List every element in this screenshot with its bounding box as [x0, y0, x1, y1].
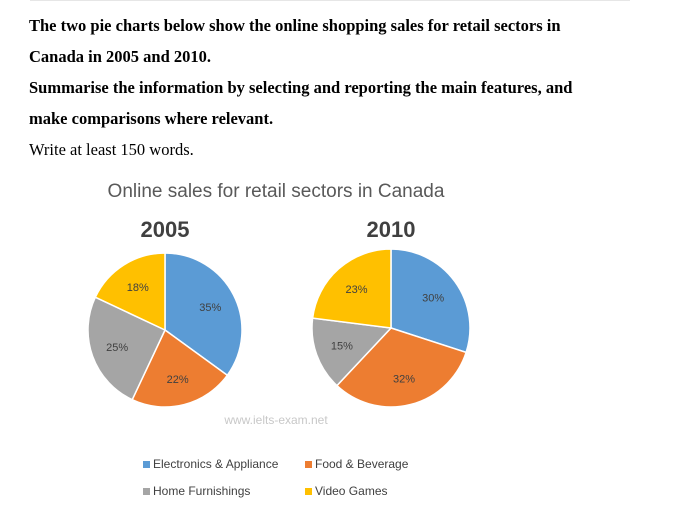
pie-data-label-2010-video-games: 23% — [345, 284, 367, 296]
legend-item-home-furnishings: Home Furnishings — [143, 484, 250, 498]
pie-data-label-2010-electronics-appliance: 30% — [422, 292, 444, 304]
task-line-5: Write at least 150 words. — [29, 140, 194, 159]
pie-2010: 2010 30% 32% 15% 23% — [311, 217, 471, 408]
chart-title: Online sales for retail sectors in Canad… — [108, 181, 445, 202]
legend-swatch-video-games — [305, 488, 312, 495]
legend-item-video-games: Video Games — [305, 484, 388, 498]
pie-slice-2005-video-games — [94, 252, 166, 332]
pie-data-label-2005-food-beverage: 22% — [167, 374, 189, 386]
pie-slice-2010-electronics-appliance — [390, 248, 471, 354]
pie-data-label-2005-video-games: 18% — [127, 282, 149, 294]
task-line-3: Summarise the information by selecting a… — [29, 78, 573, 97]
watermark: www.ielts-exam.net — [223, 413, 328, 427]
legend-label-home-furnishings: Home Furnishings — [153, 484, 250, 498]
pie-data-label-2010-food-beverage: 32% — [393, 374, 415, 386]
pie-slice-2005-home-furnishings — [87, 296, 166, 401]
legend-swatch-home-furnishings — [143, 488, 150, 495]
pie-slice-2010-video-games — [311, 248, 392, 329]
pie-data-label-2005-electronics-appliance: 35% — [199, 302, 221, 314]
legend-swatch-food-beverage — [305, 461, 312, 468]
pie-slice-2005-electronics-appliance — [164, 252, 243, 377]
legend-item-food-beverage: Food & Beverage — [305, 457, 409, 471]
task-line-4: make comparisons where relevant. — [29, 109, 274, 128]
legend: Electronics & Appliance Food & Beverage Ho… — [143, 457, 409, 498]
legend-item-electronics-appliance: Electronics & Appliance — [143, 457, 279, 471]
task-line-2: Canada in 2005 and 2010. — [29, 47, 212, 66]
pie-chart-svg: Online sales for retail sectors in Canad… — [87, 181, 471, 498]
top-rule — [30, 0, 630, 1]
pie-year-label-2005: 2005 — [141, 217, 190, 242]
pie-2005: 2005 35% 22% 25% 18% — [87, 217, 243, 408]
pie-data-label-2010-home-furnishings: 15% — [331, 341, 353, 353]
pie-data-label-2005-home-furnishings: 25% — [106, 342, 128, 354]
legend-label-electronics-appliance: Electronics & Appliance — [153, 457, 279, 471]
legend-label-video-games: Video Games — [315, 484, 388, 498]
pie-slice-2010-food-beverage — [335, 327, 468, 408]
legend-swatch-electronics-appliance — [143, 461, 150, 468]
legend-label-food-beverage: Food & Beverage — [315, 457, 409, 471]
pie-slice-2010-home-furnishings — [311, 317, 393, 387]
task-prompt: The two pie charts below show the online… — [29, 10, 659, 165]
pies: 2005 35% 22% 25% 18% 2010 30% 32% 15% 23% — [87, 217, 471, 408]
pie-year-label-2010: 2010 — [367, 217, 416, 242]
pie-chart-figure: Online sales for retail sectors in Canad… — [0, 168, 674, 514]
task-line-1: The two pie charts below show the online… — [29, 16, 561, 35]
